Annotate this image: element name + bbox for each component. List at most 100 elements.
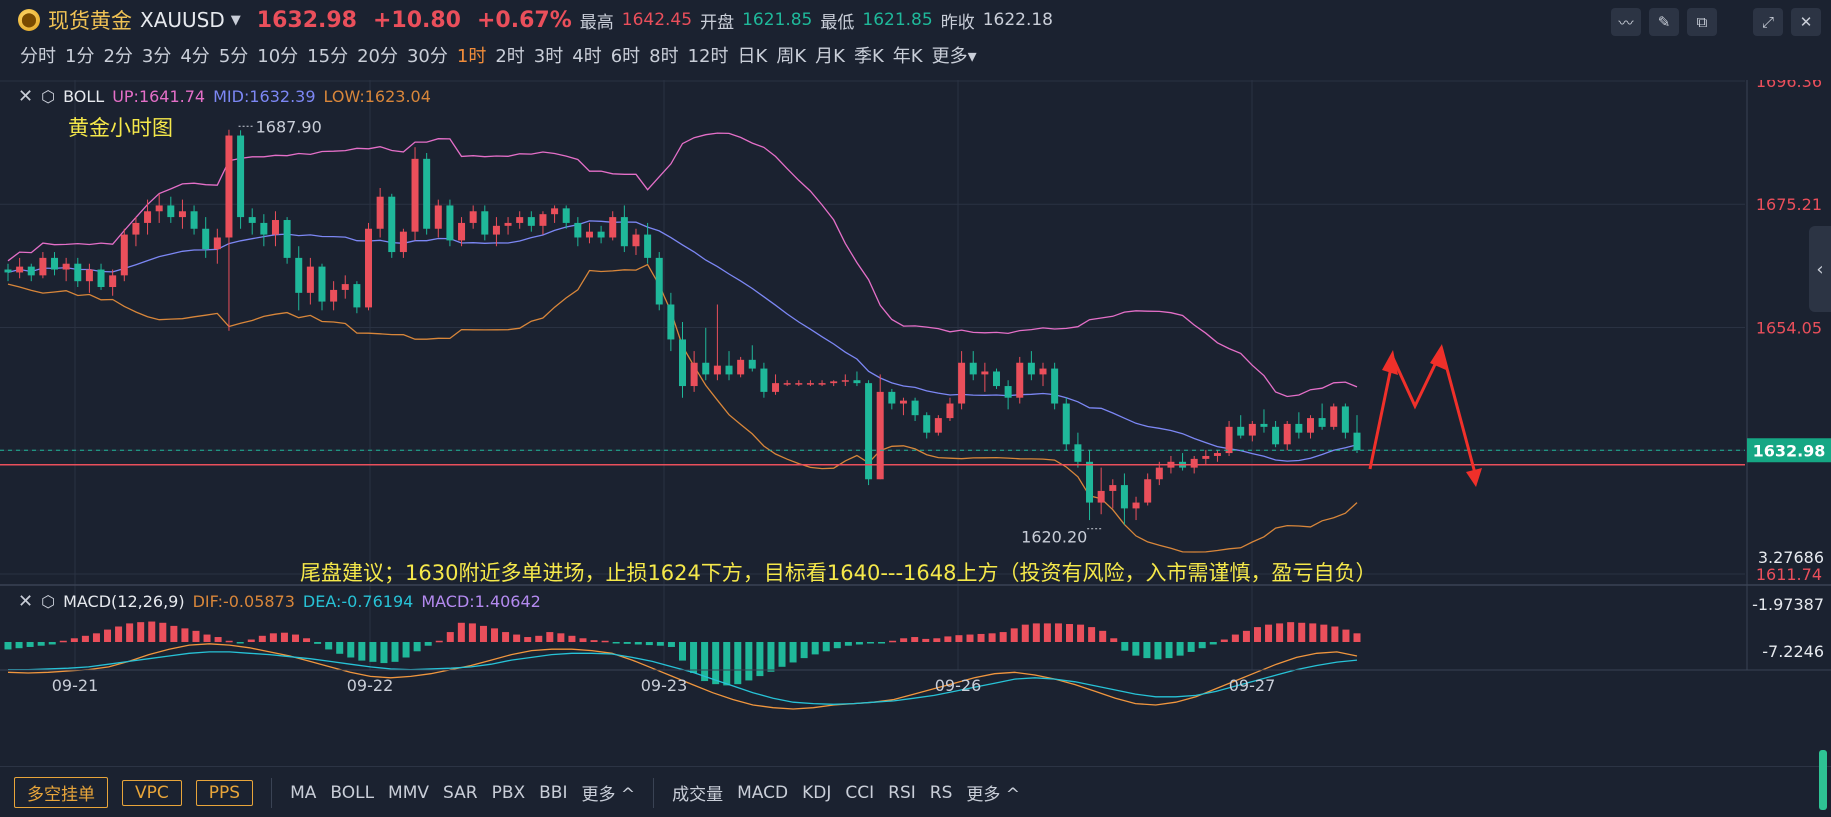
timeframe-0[interactable]: 分时 xyxy=(20,46,56,67)
instrument-name[interactable]: 现货黄金 xyxy=(48,9,132,33)
main-indicator-tab-1[interactable]: BOLL xyxy=(330,782,375,803)
main-indicator-tab-6[interactable]: 更多 ^ xyxy=(581,785,636,805)
timeframe-2[interactable]: 2分 xyxy=(103,46,133,67)
candle-body xyxy=(213,237,221,250)
macd-bar xyxy=(800,642,808,659)
timeframe-5[interactable]: 5分 xyxy=(218,46,249,67)
timeframe-15[interactable]: 8时 xyxy=(649,46,679,67)
main-indicator-tab-2[interactable]: MMV xyxy=(388,782,430,803)
chevron-down-icon[interactable]: ▼ xyxy=(230,12,241,28)
instrument-symbol[interactable]: XAUUSD xyxy=(140,8,225,32)
footer-button-2[interactable]: PPS xyxy=(195,779,254,806)
timeframe-18[interactable]: 周K xyxy=(776,46,807,67)
timeframe-19[interactable]: 月K xyxy=(815,46,845,67)
main-indicator-tab-4[interactable]: PBX xyxy=(491,782,526,803)
timeframe-7[interactable]: 15分 xyxy=(307,46,349,67)
timeframe-13[interactable]: 4时 xyxy=(572,46,602,67)
high-value: 1642.45 xyxy=(621,10,693,30)
macd-bar xyxy=(590,640,598,642)
scrollbar[interactable] xyxy=(1819,750,1827,810)
chevron-left-icon[interactable]: ‹ xyxy=(1809,226,1831,312)
candle-body xyxy=(132,222,140,235)
sub-indicator-tab-0[interactable]: 成交量 xyxy=(672,785,724,805)
candle-body xyxy=(295,257,303,293)
candle-body xyxy=(969,362,977,375)
quote-summary: ⬤ 现货黄金 XAUUSD ▼ 1632.98 +10.80 +0.67% 最高… xyxy=(18,6,1053,34)
candle-body xyxy=(1248,423,1256,436)
macd-bar xyxy=(424,642,432,646)
footer-button-1[interactable]: VPC xyxy=(122,779,182,806)
macd-bar xyxy=(1220,639,1228,642)
macd-bar xyxy=(1242,630,1250,642)
candle-body xyxy=(551,208,559,215)
macd-bar xyxy=(336,642,344,654)
candle-body xyxy=(178,211,186,218)
timeframe-17[interactable]: 日K xyxy=(737,46,768,67)
chart-caption: 黄金小时图 xyxy=(68,116,173,140)
y-tick-label: 1675.21 xyxy=(1756,195,1822,214)
main-indicator-tab-3[interactable]: SAR xyxy=(443,782,478,803)
boll-low-value: LOW:1623.04 xyxy=(323,87,431,106)
macd-bar xyxy=(866,642,874,644)
candle-body xyxy=(946,403,954,419)
macd-bar xyxy=(679,642,686,661)
sub-indicator-tab-5[interactable]: RS xyxy=(929,782,953,803)
timeframe-3[interactable]: 3分 xyxy=(141,46,172,67)
price-chart[interactable]: 1632.98 1696.36 1675.21 1654.05 1611.74 1687.… xyxy=(0,80,1831,766)
candle-body xyxy=(1330,406,1338,427)
sub-indicator-tab-4[interactable]: RSI xyxy=(888,782,916,803)
high-marker-label: 1687.90 xyxy=(256,117,322,136)
sub-indicator-tab-6[interactable]: 更多 ^ xyxy=(966,785,1021,805)
timeframe-22[interactable]: 更多▾ xyxy=(931,46,977,67)
macd-bar xyxy=(291,634,299,642)
timeframe-12[interactable]: 3时 xyxy=(533,46,564,67)
candle-body xyxy=(876,391,884,480)
timeframe-6[interactable]: 10分 xyxy=(257,46,299,67)
candle-body xyxy=(62,263,70,270)
candle-body xyxy=(504,222,512,226)
candle-body xyxy=(1295,423,1303,433)
line-chart-icon[interactable]: 〰 xyxy=(1611,8,1641,36)
settings-icon[interactable]: ⬡ xyxy=(41,592,56,611)
price-change: +10.80 xyxy=(372,7,461,33)
macd-bar xyxy=(966,634,974,642)
prev-close-value: 1622.18 xyxy=(982,10,1054,30)
timeframe-21[interactable]: 年K xyxy=(892,46,923,67)
timeframe-11[interactable]: 2时 xyxy=(495,46,525,67)
candle-body xyxy=(353,284,361,308)
expand-icon[interactable]: ⤢ xyxy=(1753,8,1783,36)
main-indicator-tab-5[interactable]: BBI xyxy=(539,782,568,803)
macd-bar xyxy=(690,642,698,673)
candle-body xyxy=(888,391,896,404)
timeframe-8[interactable]: 20分 xyxy=(357,46,398,67)
timeframe-9[interactable]: 30分 xyxy=(406,46,448,67)
timeframe-16[interactable]: 12时 xyxy=(687,46,729,67)
candle-body xyxy=(1237,426,1245,436)
timeframe-20[interactable]: 季K xyxy=(853,46,884,67)
candle-body xyxy=(574,222,582,238)
footer-button-0[interactable]: 多空挂单 xyxy=(14,777,108,808)
sub-indicator-tab-2[interactable]: KDJ xyxy=(802,782,832,803)
low-value: 1621.85 xyxy=(862,10,933,30)
macd-bar xyxy=(1253,627,1261,642)
timeframe-4[interactable]: 4分 xyxy=(180,46,210,67)
candle-body xyxy=(27,266,35,276)
timeframe-1[interactable]: 1分 xyxy=(65,46,95,67)
main-indicator-tab-0[interactable]: MA xyxy=(290,782,317,803)
candle-body xyxy=(1051,368,1059,404)
candle-body xyxy=(1144,479,1152,503)
candle-body xyxy=(667,304,675,340)
timeframe-14[interactable]: 6时 xyxy=(610,46,641,67)
macd-bar xyxy=(911,637,919,642)
candle-body xyxy=(248,217,256,223)
close-icon[interactable]: ✕ xyxy=(1791,8,1821,36)
x-tick-label: 09-27 xyxy=(1229,676,1276,695)
candle-settings-icon[interactable]: ⧉ xyxy=(1687,8,1717,36)
sub-indicator-tab-1[interactable]: MACD xyxy=(737,782,789,803)
settings-icon[interactable]: ⬡ xyxy=(41,87,56,106)
sub-indicator-tab-3[interactable]: CCI xyxy=(845,782,875,803)
pen-icon[interactable]: ✎ xyxy=(1649,8,1679,36)
close-icon[interactable]: ✕ xyxy=(18,86,34,107)
close-icon[interactable]: ✕ xyxy=(18,591,34,612)
timeframe-10[interactable]: 1时 xyxy=(456,46,487,67)
